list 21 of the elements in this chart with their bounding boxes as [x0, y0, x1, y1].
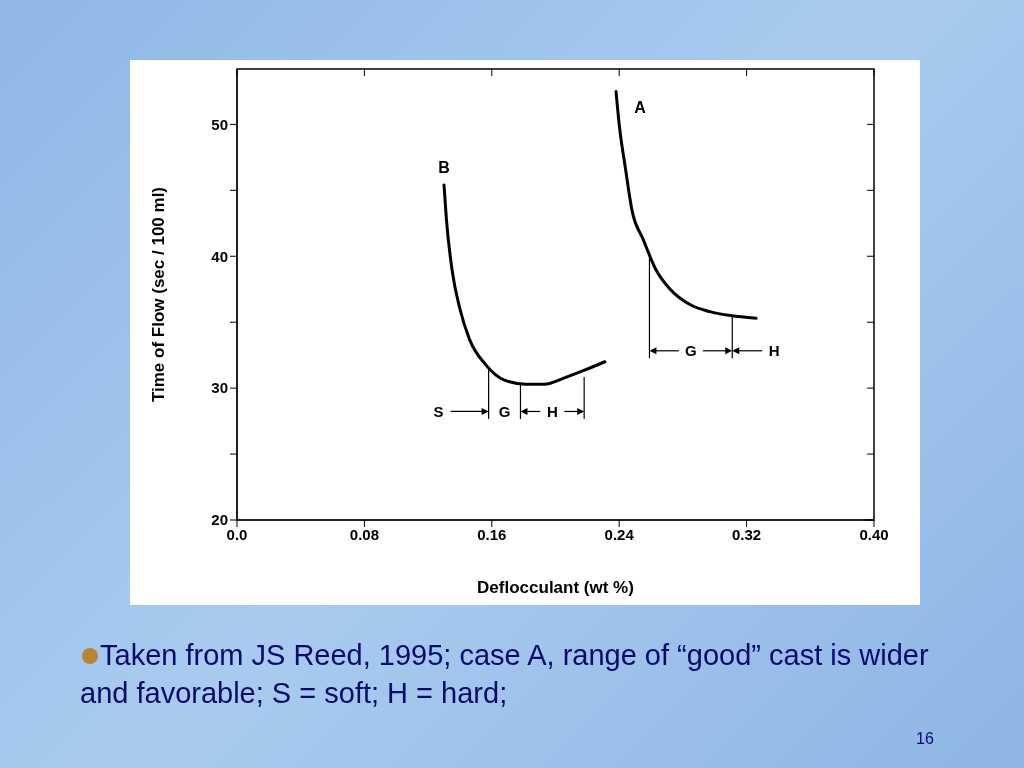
- annotation: H: [546, 402, 558, 420]
- x-tick-label: 0.40: [859, 525, 889, 543]
- text: 16: [916, 730, 934, 748]
- x-tick-label: 0.08: [349, 525, 379, 543]
- y-tick-label: 30: [211, 379, 228, 397]
- annotation: S: [433, 402, 444, 420]
- text: Taken from JS Reed, 1995; case A, range of “good” cast is wider and favorable; S = soft; H = hard;: [80, 639, 929, 709]
- x-tick-label: 0.0: [226, 525, 248, 543]
- annotation: G: [685, 342, 697, 360]
- y-tick-label: 50: [211, 115, 228, 133]
- x-tick-label: 0.24: [604, 525, 635, 543]
- series-label: B: [438, 158, 450, 176]
- x-axis-title: Deflocculant (wt %): [477, 578, 634, 597]
- y-axis-title: Time of Flow (sec / 100 ml): [149, 186, 169, 403]
- annotation: H: [768, 342, 780, 360]
- y-tick-label: 20: [211, 511, 228, 529]
- x-tick-label: 0.16: [477, 525, 507, 543]
- y-tick-label: 40: [211, 247, 228, 265]
- series-label: A: [634, 98, 647, 116]
- annotation: G: [498, 402, 511, 420]
- x-tick-label: 0.32: [732, 525, 762, 543]
